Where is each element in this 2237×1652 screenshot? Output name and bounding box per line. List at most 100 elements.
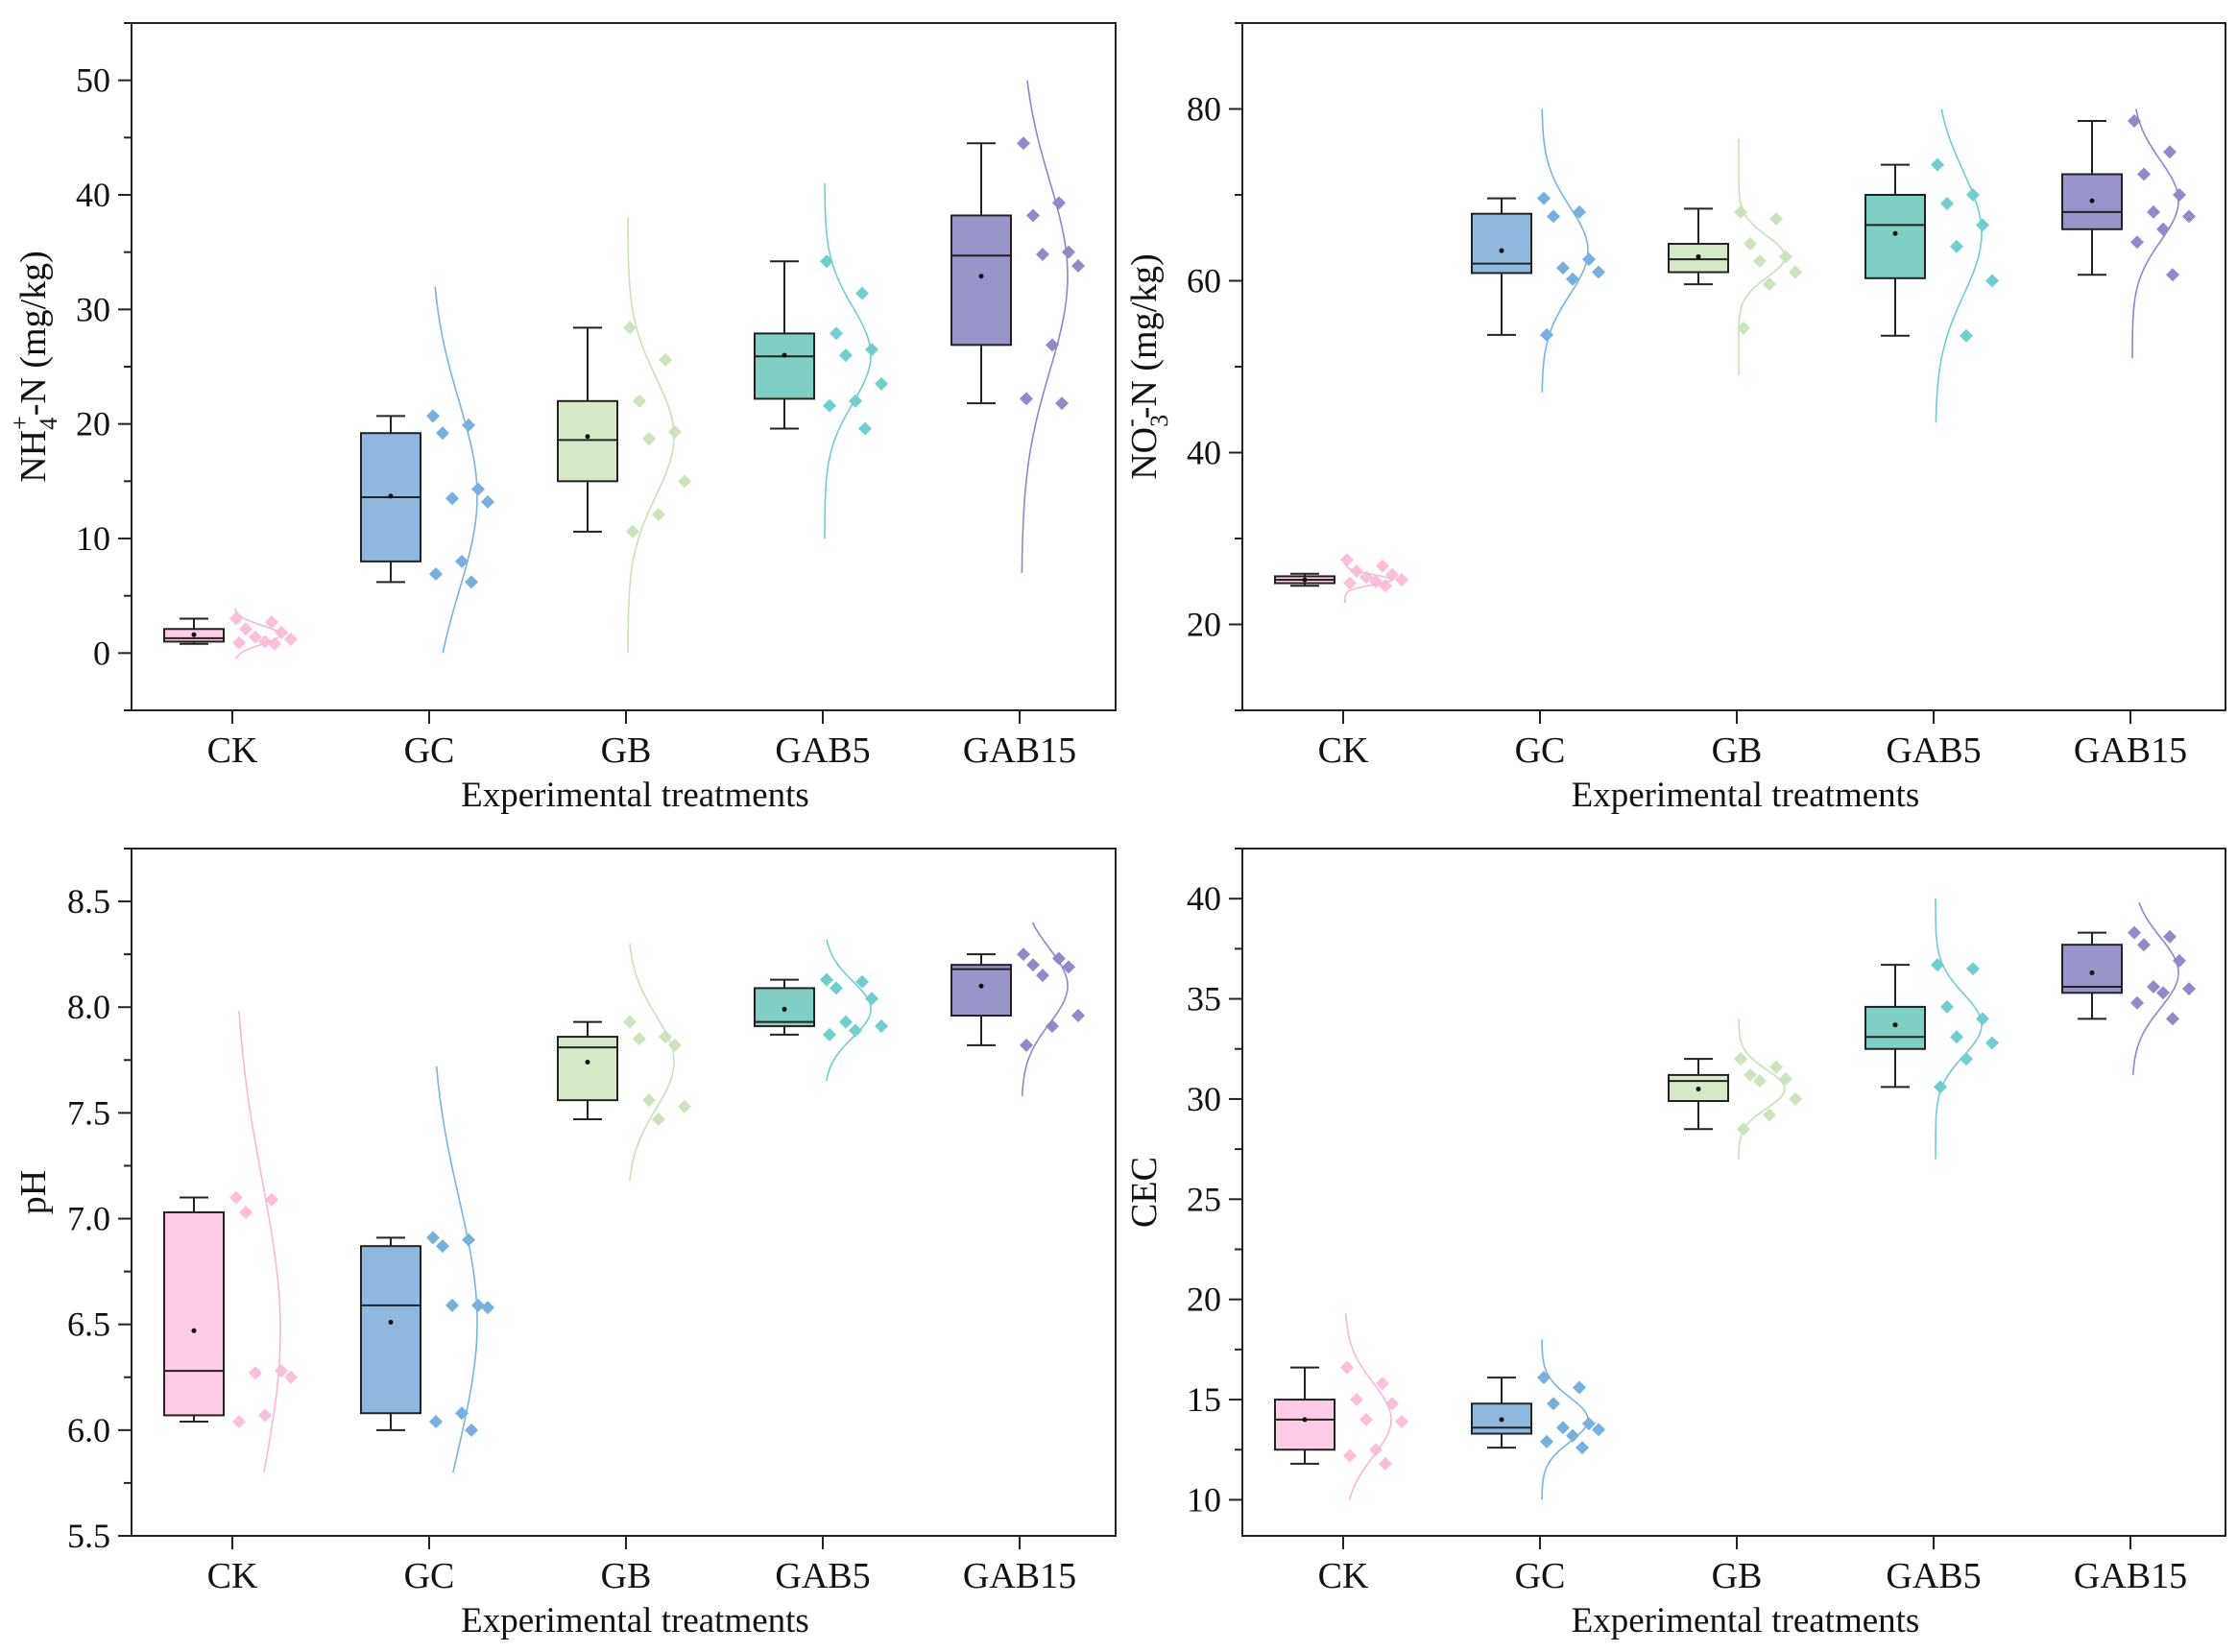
data-point	[1566, 1428, 1579, 1443]
distribution-curve	[434, 286, 478, 654]
mean-marker	[978, 983, 984, 989]
y-axis-title: pH	[13, 1170, 54, 1214]
data-point	[642, 1093, 656, 1108]
data-point	[1026, 958, 1040, 972]
y-tick-label: 7.5	[67, 1093, 110, 1132]
mean-marker	[782, 1006, 787, 1012]
data-point	[1566, 272, 1579, 286]
data-point	[875, 376, 888, 391]
mean-marker	[782, 352, 787, 358]
data-point	[823, 398, 836, 413]
data-point	[2147, 980, 2160, 994]
data-point	[465, 1423, 478, 1437]
mean-marker	[1696, 1086, 1701, 1091]
distribution-curve	[1738, 1018, 1786, 1160]
data-point	[1734, 1052, 1747, 1066]
data-point	[1343, 1448, 1357, 1463]
data-point	[830, 981, 843, 995]
data-point	[849, 1023, 862, 1038]
y-title-rest: -N (mg/kg)	[13, 251, 54, 416]
box-group-gab15	[2061, 108, 2196, 359]
iqr-box	[1864, 194, 1926, 279]
data-point	[678, 1099, 691, 1113]
distribution-curve	[629, 944, 675, 1181]
data-point	[1071, 1009, 1085, 1023]
data-point	[232, 635, 246, 650]
y-tick-label: 10	[1187, 1480, 1221, 1519]
data-point	[1940, 999, 1954, 1014]
x-category-label: GB	[1712, 1556, 1763, 1596]
y-tick-label: 30	[1187, 1080, 1221, 1118]
iqr-box	[163, 1210, 225, 1417]
mean-marker	[1499, 248, 1504, 253]
box-group-ck	[1274, 553, 1408, 604]
x-category-label: GAB15	[2074, 730, 2187, 771]
y-title-rest: -N (mg/kg)	[1124, 253, 1165, 419]
data-point	[436, 426, 449, 441]
y-tick-label: 6.5	[67, 1305, 110, 1344]
mean-marker	[191, 632, 197, 637]
data-point	[623, 321, 637, 335]
y-tick-label: 80	[1187, 90, 1221, 129]
y-tick-label: 40	[76, 176, 110, 214]
y-tick-label: 60	[1187, 262, 1221, 300]
distribution-curve	[2132, 902, 2179, 1075]
data-point	[1036, 248, 1049, 262]
distribution-curve	[238, 1011, 281, 1473]
data-point	[2130, 235, 2144, 250]
distribution-curve	[1344, 555, 1392, 604]
y-tick-label: 8.5	[67, 882, 110, 921]
x-axis-title: Experimental treatments	[461, 776, 809, 815]
box-group-gb	[1668, 1018, 1802, 1160]
data-point	[2163, 145, 2177, 159]
data-point	[1592, 1423, 1605, 1437]
data-point	[1940, 196, 1954, 210]
data-point	[1779, 250, 1792, 264]
x-category-label: GAB5	[775, 1556, 870, 1596]
iqr-box	[557, 399, 618, 483]
box-group-gab5	[1864, 108, 1999, 423]
y-tick-label: 20	[1187, 606, 1221, 644]
data-point	[1350, 1393, 1363, 1407]
data-point	[265, 615, 278, 630]
data-point	[481, 494, 494, 509]
x-category-label: GAB5	[1886, 1556, 1981, 1596]
distribution-curve	[2131, 108, 2179, 359]
data-point	[1062, 245, 1075, 259]
data-point	[1359, 1412, 1373, 1426]
mean-marker	[1696, 253, 1701, 259]
distribution-curve	[435, 1065, 478, 1473]
data-point	[652, 1112, 665, 1126]
data-point	[1985, 1036, 1999, 1050]
x-category-label: GC	[404, 1556, 455, 1596]
y-axis-title: CEC	[1124, 1157, 1165, 1228]
data-point	[1753, 1074, 1767, 1089]
data-point	[1052, 951, 1066, 966]
box-group-gab15	[950, 922, 1085, 1096]
data-point	[1046, 1019, 1059, 1034]
data-point	[1547, 1397, 1560, 1411]
data-point	[471, 482, 485, 496]
data-point	[2147, 204, 2160, 219]
data-point	[2156, 986, 2170, 1000]
data-point	[229, 1190, 243, 1205]
data-point	[865, 343, 878, 357]
data-point	[1379, 1456, 1392, 1471]
y-tick-label: 20	[76, 405, 110, 443]
box-group-gb	[557, 944, 691, 1181]
data-point	[1340, 1360, 1354, 1375]
data-point	[275, 625, 288, 639]
distribution-curve	[824, 183, 872, 539]
x-category-label: GAB5	[775, 730, 870, 771]
data-point	[1737, 321, 1750, 335]
data-point	[678, 474, 691, 489]
mean-marker	[1302, 1417, 1308, 1423]
iqr-box	[950, 964, 1012, 1018]
mean-marker	[1302, 577, 1308, 583]
data-point	[1055, 396, 1069, 411]
data-point	[1395, 1415, 1408, 1429]
y-tick-label: 5.5	[67, 1517, 110, 1555]
x-category-label: GAB5	[1886, 730, 1981, 771]
x-category-label: GC	[1515, 1556, 1566, 1596]
mean-marker	[388, 493, 394, 499]
